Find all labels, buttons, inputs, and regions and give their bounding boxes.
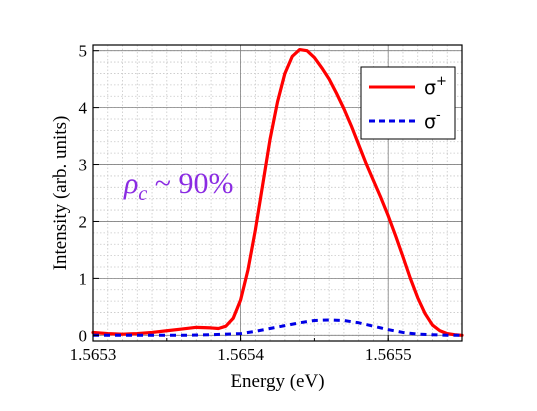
legend-label-sigma-plus-sup: + — [436, 74, 447, 89]
series-line-sigma-minus — [93, 318, 462, 337]
y-tick-label: 5 — [79, 42, 88, 61]
annotation-value: ~ 90% — [147, 167, 233, 200]
legend-label-sigma-plus: σ+ — [424, 74, 447, 99]
annotation-subscript: c — [138, 183, 147, 205]
legend-label-sigma-plus-symbol: σ — [424, 77, 436, 99]
legend-box — [360, 66, 456, 140]
series-layer — [91, 47, 464, 337]
polarization-annotation: ρc ~ 90% — [123, 167, 234, 205]
y-tick-label: 4 — [79, 99, 88, 118]
plot-frame — [92, 44, 463, 342]
y-tick-label: 0 — [79, 326, 88, 345]
x-axis-title: Energy (eV) — [230, 371, 324, 392]
x-tick-label: 1.5653 — [70, 345, 117, 364]
legend-label-sigma-minus-sup: - — [436, 108, 441, 123]
legend: σ+ σ- — [360, 66, 456, 140]
legend-label-sigma-minus: σ- — [424, 108, 441, 133]
tick-layer: 1.5653 1.5654 1.5655 0 1 2 3 4 5 — [70, 42, 412, 364]
x-tick-label: 1.5654 — [217, 345, 264, 364]
series-line-sigma-plus — [91, 47, 464, 337]
legend-label-sigma-minus-symbol: σ — [424, 111, 436, 133]
y-tick-label: 2 — [79, 212, 88, 231]
x-tick-label: 1.5655 — [365, 345, 412, 364]
y-tick-label: 3 — [79, 156, 88, 175]
annotation-rho: ρ — [123, 167, 138, 200]
y-tick-label: 1 — [79, 269, 88, 288]
y-axis-title: Intensity (arb. units) — [50, 116, 71, 271]
